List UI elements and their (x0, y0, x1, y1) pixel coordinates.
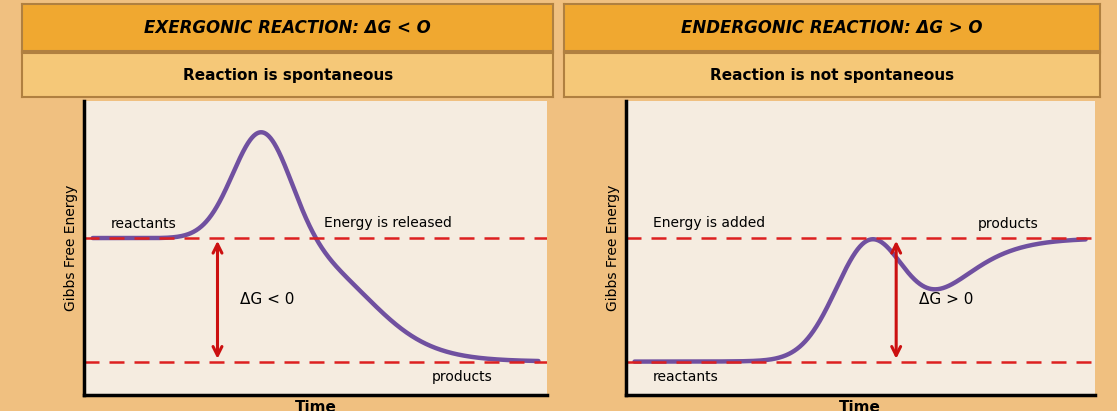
Text: ENDERGONIC REACTION: ΔG > O: ENDERGONIC REACTION: ΔG > O (681, 19, 983, 37)
Text: products: products (431, 370, 493, 384)
X-axis label: Time: Time (295, 400, 336, 411)
Text: Reaction is not spontaneous: Reaction is not spontaneous (710, 67, 954, 83)
Text: ΔG > 0: ΔG > 0 (918, 292, 973, 307)
Text: reactants: reactants (652, 370, 718, 384)
Text: Energy is released: Energy is released (324, 216, 452, 230)
Text: Energy is added: Energy is added (652, 216, 765, 230)
Text: ΔG < 0: ΔG < 0 (240, 292, 294, 307)
Y-axis label: Gibbs Free Energy: Gibbs Free Energy (64, 185, 78, 311)
Text: EXERGONIC REACTION: ΔG < O: EXERGONIC REACTION: ΔG < O (144, 19, 431, 37)
X-axis label: Time: Time (839, 400, 881, 411)
Text: reactants: reactants (111, 217, 176, 231)
Text: Reaction is spontaneous: Reaction is spontaneous (182, 67, 393, 83)
Text: products: products (977, 217, 1038, 231)
Y-axis label: Gibbs Free Energy: Gibbs Free Energy (605, 185, 620, 311)
